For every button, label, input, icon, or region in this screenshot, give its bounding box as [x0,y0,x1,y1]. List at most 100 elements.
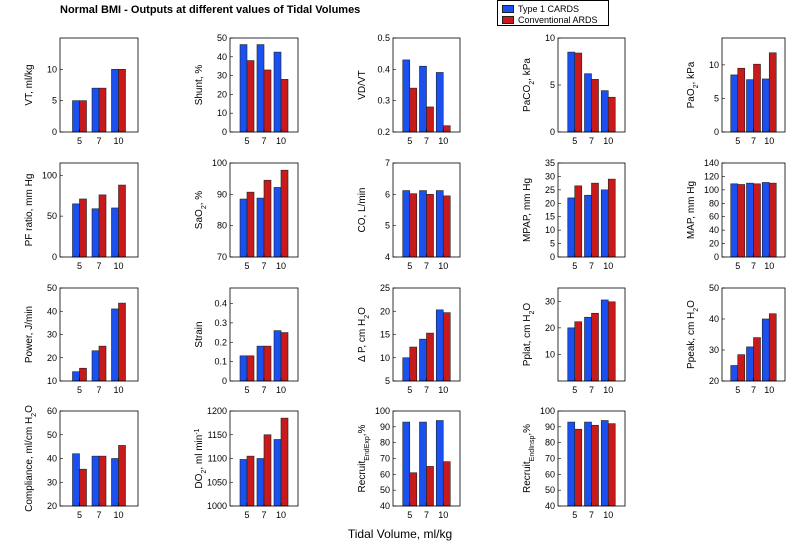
y-tick-label: 70 [545,454,555,464]
y-axis-label: VT, ml/kg [24,64,35,105]
y-tick-label: 0 [550,127,555,137]
bar-type1-cards [111,458,119,507]
x-tick-label: 5 [77,261,82,271]
x-tick-label: 7 [589,385,594,395]
x-tick-label: 5 [244,385,249,395]
bar-type1-cards [402,357,411,382]
bar-type1-cards [91,208,100,258]
y-tick-label: 10 [545,349,555,359]
x-tick-label: 10 [603,136,613,146]
bar-conventional-ards [574,185,583,258]
bar-conventional-ards [280,417,289,507]
bar-conventional-ards [442,195,451,258]
subplot: 5 7 10 0 5 10 15 20 25 30 35 MPAP, mm Hg [522,158,626,271]
bar-type1-cards [567,327,576,382]
y-tick-label: 50 [47,211,57,221]
subplot: 5 7 10 10 20 30 40 50 Power, J/min [24,283,139,395]
y-tick-label: 1050 [207,477,227,487]
y-tick-label: 80 [380,438,390,448]
subplot: 5 7 10 5 10 15 20 25 Δ P, cm H2O [357,283,461,395]
y-axis-label: Shunt, % [194,65,205,106]
y-tick-label: 40 [47,306,57,316]
x-tick-label: 5 [244,261,249,271]
y-tick-label: 40 [709,314,719,324]
bar-conventional-ards [753,337,761,382]
bar-type1-cards [584,316,592,382]
bar-type1-cards [273,330,282,382]
bar-type1-cards [746,346,754,382]
bar-conventional-ards [591,79,599,133]
y-tick-label: 50 [217,33,227,43]
x-tick-label: 5 [407,385,412,395]
x-tick-label: 7 [589,261,594,271]
x-tick-label: 10 [276,261,286,271]
y-tick-label: 50 [545,485,555,495]
bar-conventional-ards [280,169,289,258]
bar-conventional-ards [442,125,451,133]
y-tick-label: 140 [704,158,719,168]
y-tick-label: 0.2 [214,337,227,347]
bar-conventional-ards [768,182,777,258]
bar-conventional-ards [246,355,255,382]
subplot: 5 7 10 70 80 90 100 SaO2, % [194,158,299,271]
subplot: 5 7 10 0 5 10 VT, ml/kg [24,37,139,146]
x-tick-label: 10 [603,261,613,271]
y-tick-label: 15 [380,330,390,340]
y-tick-label: 60 [709,212,719,222]
bar-type1-cards [600,90,609,133]
y-tick-label: 60 [380,469,390,479]
y-tick-label: 70 [217,252,227,262]
bar-type1-cards [273,439,282,507]
y-tick-label: 0.5 [377,33,390,43]
y-axis-label: DO2, ml min-1 [194,428,208,488]
bar-type1-cards [761,318,770,382]
y-tick-label: 10 [709,60,719,70]
legend-label: Type 1 CARDS [518,3,580,14]
x-tick-label: 5 [572,261,577,271]
y-tick-label: 40 [380,501,390,511]
bar-conventional-ards [426,106,434,133]
bar-type1-cards [72,453,80,507]
y-tick-label: 0.4 [377,64,390,74]
x-tick-label: 10 [438,261,448,271]
y-tick-label: 120 [704,171,719,181]
bar-type1-cards [256,345,265,382]
y-axis-label: Ppeak, cm H2O [686,300,700,369]
subplot: 5 7 10 1000 1050 1100 1150 1200 DO2, ml min-1 [194,406,299,520]
bar-conventional-ards [426,466,434,507]
bar-conventional-ards [246,191,255,258]
bar-type1-cards [72,203,80,258]
subplot: 5 7 10 0 0.1 0.2 0.3 0.4 Strain [194,287,299,395]
y-tick-label: 100 [212,158,227,168]
bar-conventional-ards [263,69,272,133]
y-tick-label: 0 [222,376,227,386]
axes-frame [229,410,299,507]
bar-conventional-ards [737,354,746,382]
bar-conventional-ards [442,461,451,507]
bar-type1-cards [761,182,770,258]
bar-conventional-ards [607,301,616,382]
y-tick-label: 25 [380,283,390,293]
axes-frame [557,37,626,133]
y-tick-label: 15 [545,212,555,222]
y-tick-label: 5 [52,96,57,106]
bar-conventional-ards [607,96,616,133]
bar-conventional-ards [574,52,583,133]
x-tick-label: 10 [438,510,448,520]
y-tick-label: 80 [217,221,227,231]
legend-entry-conventional: Conventional ARDS [502,14,598,25]
subplot: 5 7 10 40 50 60 70 80 90 100 RecruitEndExp,% [357,406,461,520]
bar-type1-cards [435,190,444,258]
x-tick-label: 7 [589,510,594,520]
subplot: 5 7 10 0.2 0.3 0.4 0.5 VD/VT [357,33,461,146]
bar-type1-cards [419,65,427,133]
y-tick-label: 35 [545,158,555,168]
bar-type1-cards [239,355,248,382]
bar-conventional-ards [118,69,126,133]
y-tick-label: 30 [545,296,555,306]
x-tick-label: 10 [438,385,448,395]
y-tick-label: 4 [385,252,390,262]
y-tick-label: 0.3 [214,318,227,328]
y-axis-label: PF ratio, mm Hg [24,174,35,247]
bar-type1-cards [584,73,592,133]
